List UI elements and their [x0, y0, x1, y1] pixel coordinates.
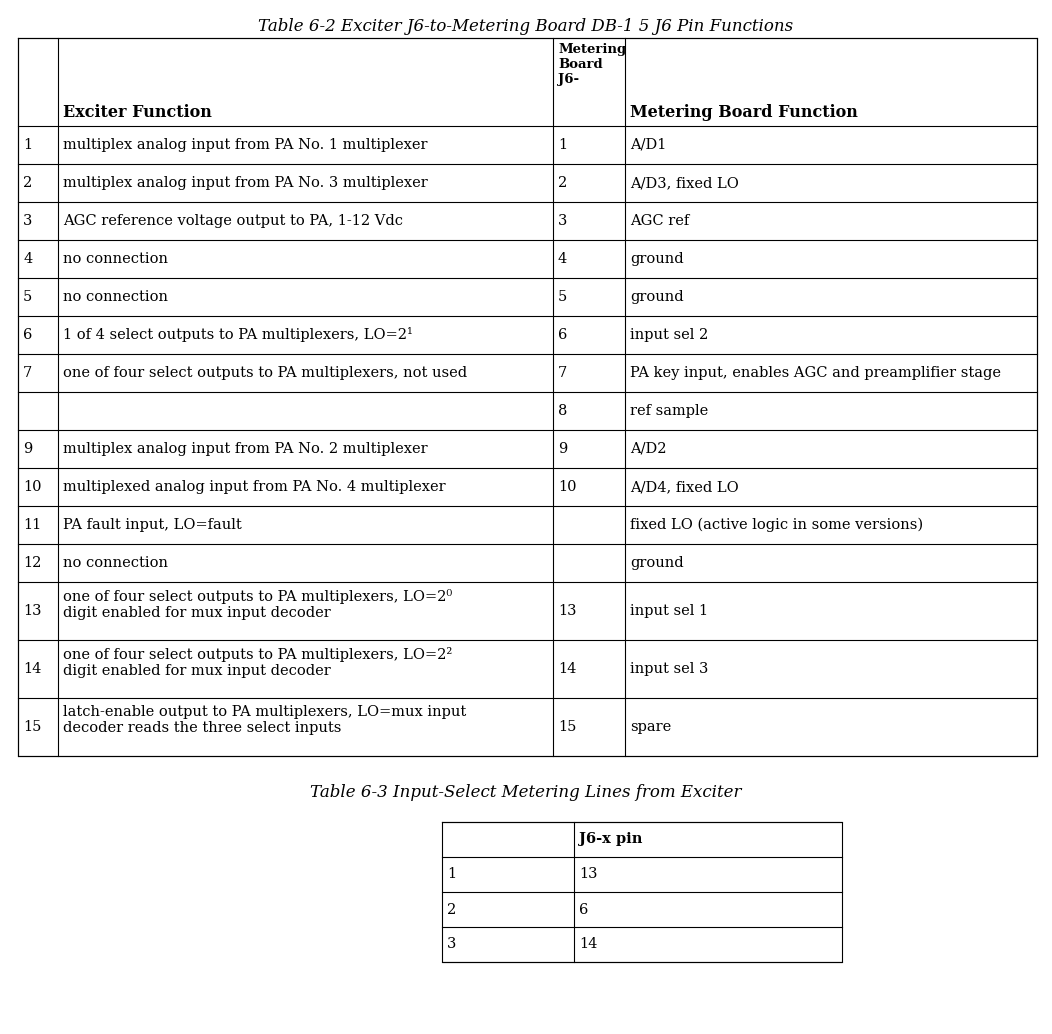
Text: 5: 5 — [558, 290, 567, 304]
Text: 8: 8 — [558, 404, 567, 418]
Text: 15: 15 — [23, 720, 41, 734]
Text: Exciter Function: Exciter Function — [63, 104, 211, 121]
Text: 2: 2 — [447, 903, 457, 916]
Text: 7: 7 — [23, 366, 33, 381]
Text: one of four select outputs to PA multiplexers, not used: one of four select outputs to PA multipl… — [63, 366, 467, 381]
Text: multiplex analog input from PA No. 3 multiplexer: multiplex analog input from PA No. 3 mul… — [63, 176, 428, 190]
Text: 6: 6 — [579, 903, 588, 916]
Text: 13: 13 — [558, 604, 576, 618]
Text: A/D4, fixed LO: A/D4, fixed LO — [630, 480, 739, 494]
Text: 2: 2 — [23, 176, 33, 190]
Text: 9: 9 — [23, 442, 33, 456]
Text: Table 6-3 Input-Select Metering Lines from Exciter: Table 6-3 Input-Select Metering Lines fr… — [310, 784, 742, 801]
Text: A/D2: A/D2 — [630, 442, 667, 456]
Text: Metering
Board
J6-: Metering Board J6- — [558, 43, 626, 86]
Text: 3: 3 — [23, 214, 33, 229]
Text: input sel 1: input sel 1 — [630, 604, 708, 618]
Text: 1: 1 — [23, 138, 33, 152]
Text: 9: 9 — [558, 442, 567, 456]
Text: fixed LO (active logic in some versions): fixed LO (active logic in some versions) — [630, 518, 923, 533]
Text: input sel 3: input sel 3 — [630, 662, 708, 676]
Text: Table 6-2 Exciter J6-to-Metering Board DB-1 5 J6 Pin Functions: Table 6-2 Exciter J6-to-Metering Board D… — [259, 18, 793, 35]
Text: 2: 2 — [558, 176, 567, 190]
Text: 1: 1 — [558, 138, 567, 152]
Text: ref sample: ref sample — [630, 404, 708, 418]
Text: 4: 4 — [23, 252, 33, 266]
Text: ground: ground — [630, 290, 684, 304]
Text: one of four select outputs to PA multiplexers, LO=2²
digit enabled for mux input: one of four select outputs to PA multipl… — [63, 647, 452, 678]
Text: 10: 10 — [558, 480, 576, 494]
Text: ground: ground — [630, 252, 684, 266]
Text: 14: 14 — [579, 938, 598, 951]
Text: PA fault input, LO=fault: PA fault input, LO=fault — [63, 518, 242, 533]
Text: 3: 3 — [447, 938, 457, 951]
Text: 1 of 4 select outputs to PA multiplexers, LO=2¹: 1 of 4 select outputs to PA multiplexers… — [63, 328, 412, 342]
Text: A/D3, fixed LO: A/D3, fixed LO — [630, 176, 739, 190]
Text: J6-x pin: J6-x pin — [579, 832, 642, 847]
Text: input sel 2: input sel 2 — [630, 328, 708, 342]
Text: 10: 10 — [23, 480, 41, 494]
Text: ground: ground — [630, 556, 684, 570]
Text: Metering Board Function: Metering Board Function — [630, 104, 857, 121]
Text: 11: 11 — [23, 518, 41, 533]
Text: 14: 14 — [23, 662, 41, 676]
Text: 15: 15 — [558, 720, 576, 734]
Text: AGC ref: AGC ref — [630, 214, 689, 229]
Text: A/D1: A/D1 — [630, 138, 666, 152]
Text: 5: 5 — [23, 290, 33, 304]
Text: no connection: no connection — [63, 252, 168, 266]
Text: 1: 1 — [447, 868, 456, 882]
Text: multiplexed analog input from PA No. 4 multiplexer: multiplexed analog input from PA No. 4 m… — [63, 480, 446, 494]
Text: 3: 3 — [558, 214, 567, 229]
Text: 12: 12 — [23, 556, 41, 570]
Text: PA key input, enables AGC and preamplifier stage: PA key input, enables AGC and preamplifi… — [630, 366, 1002, 381]
Text: one of four select outputs to PA multiplexers, LO=2⁰
digit enabled for mux input: one of four select outputs to PA multipl… — [63, 589, 452, 620]
Text: 14: 14 — [558, 662, 576, 676]
Text: no connection: no connection — [63, 556, 168, 570]
Text: multiplex analog input from PA No. 1 multiplexer: multiplex analog input from PA No. 1 mul… — [63, 138, 427, 152]
Text: latch-enable output to PA multiplexers, LO=mux input
decoder reads the three sel: latch-enable output to PA multiplexers, … — [63, 705, 466, 735]
Text: 6: 6 — [23, 328, 33, 342]
Text: spare: spare — [630, 720, 671, 734]
Text: AGC reference voltage output to PA, 1-12 Vdc: AGC reference voltage output to PA, 1-12… — [63, 214, 403, 229]
Text: 4: 4 — [558, 252, 567, 266]
Text: 13: 13 — [23, 604, 41, 618]
Text: 7: 7 — [558, 366, 567, 381]
Text: 13: 13 — [579, 868, 598, 882]
Text: no connection: no connection — [63, 290, 168, 304]
Text: multiplex analog input from PA No. 2 multiplexer: multiplex analog input from PA No. 2 mul… — [63, 442, 427, 456]
Text: 6: 6 — [558, 328, 567, 342]
